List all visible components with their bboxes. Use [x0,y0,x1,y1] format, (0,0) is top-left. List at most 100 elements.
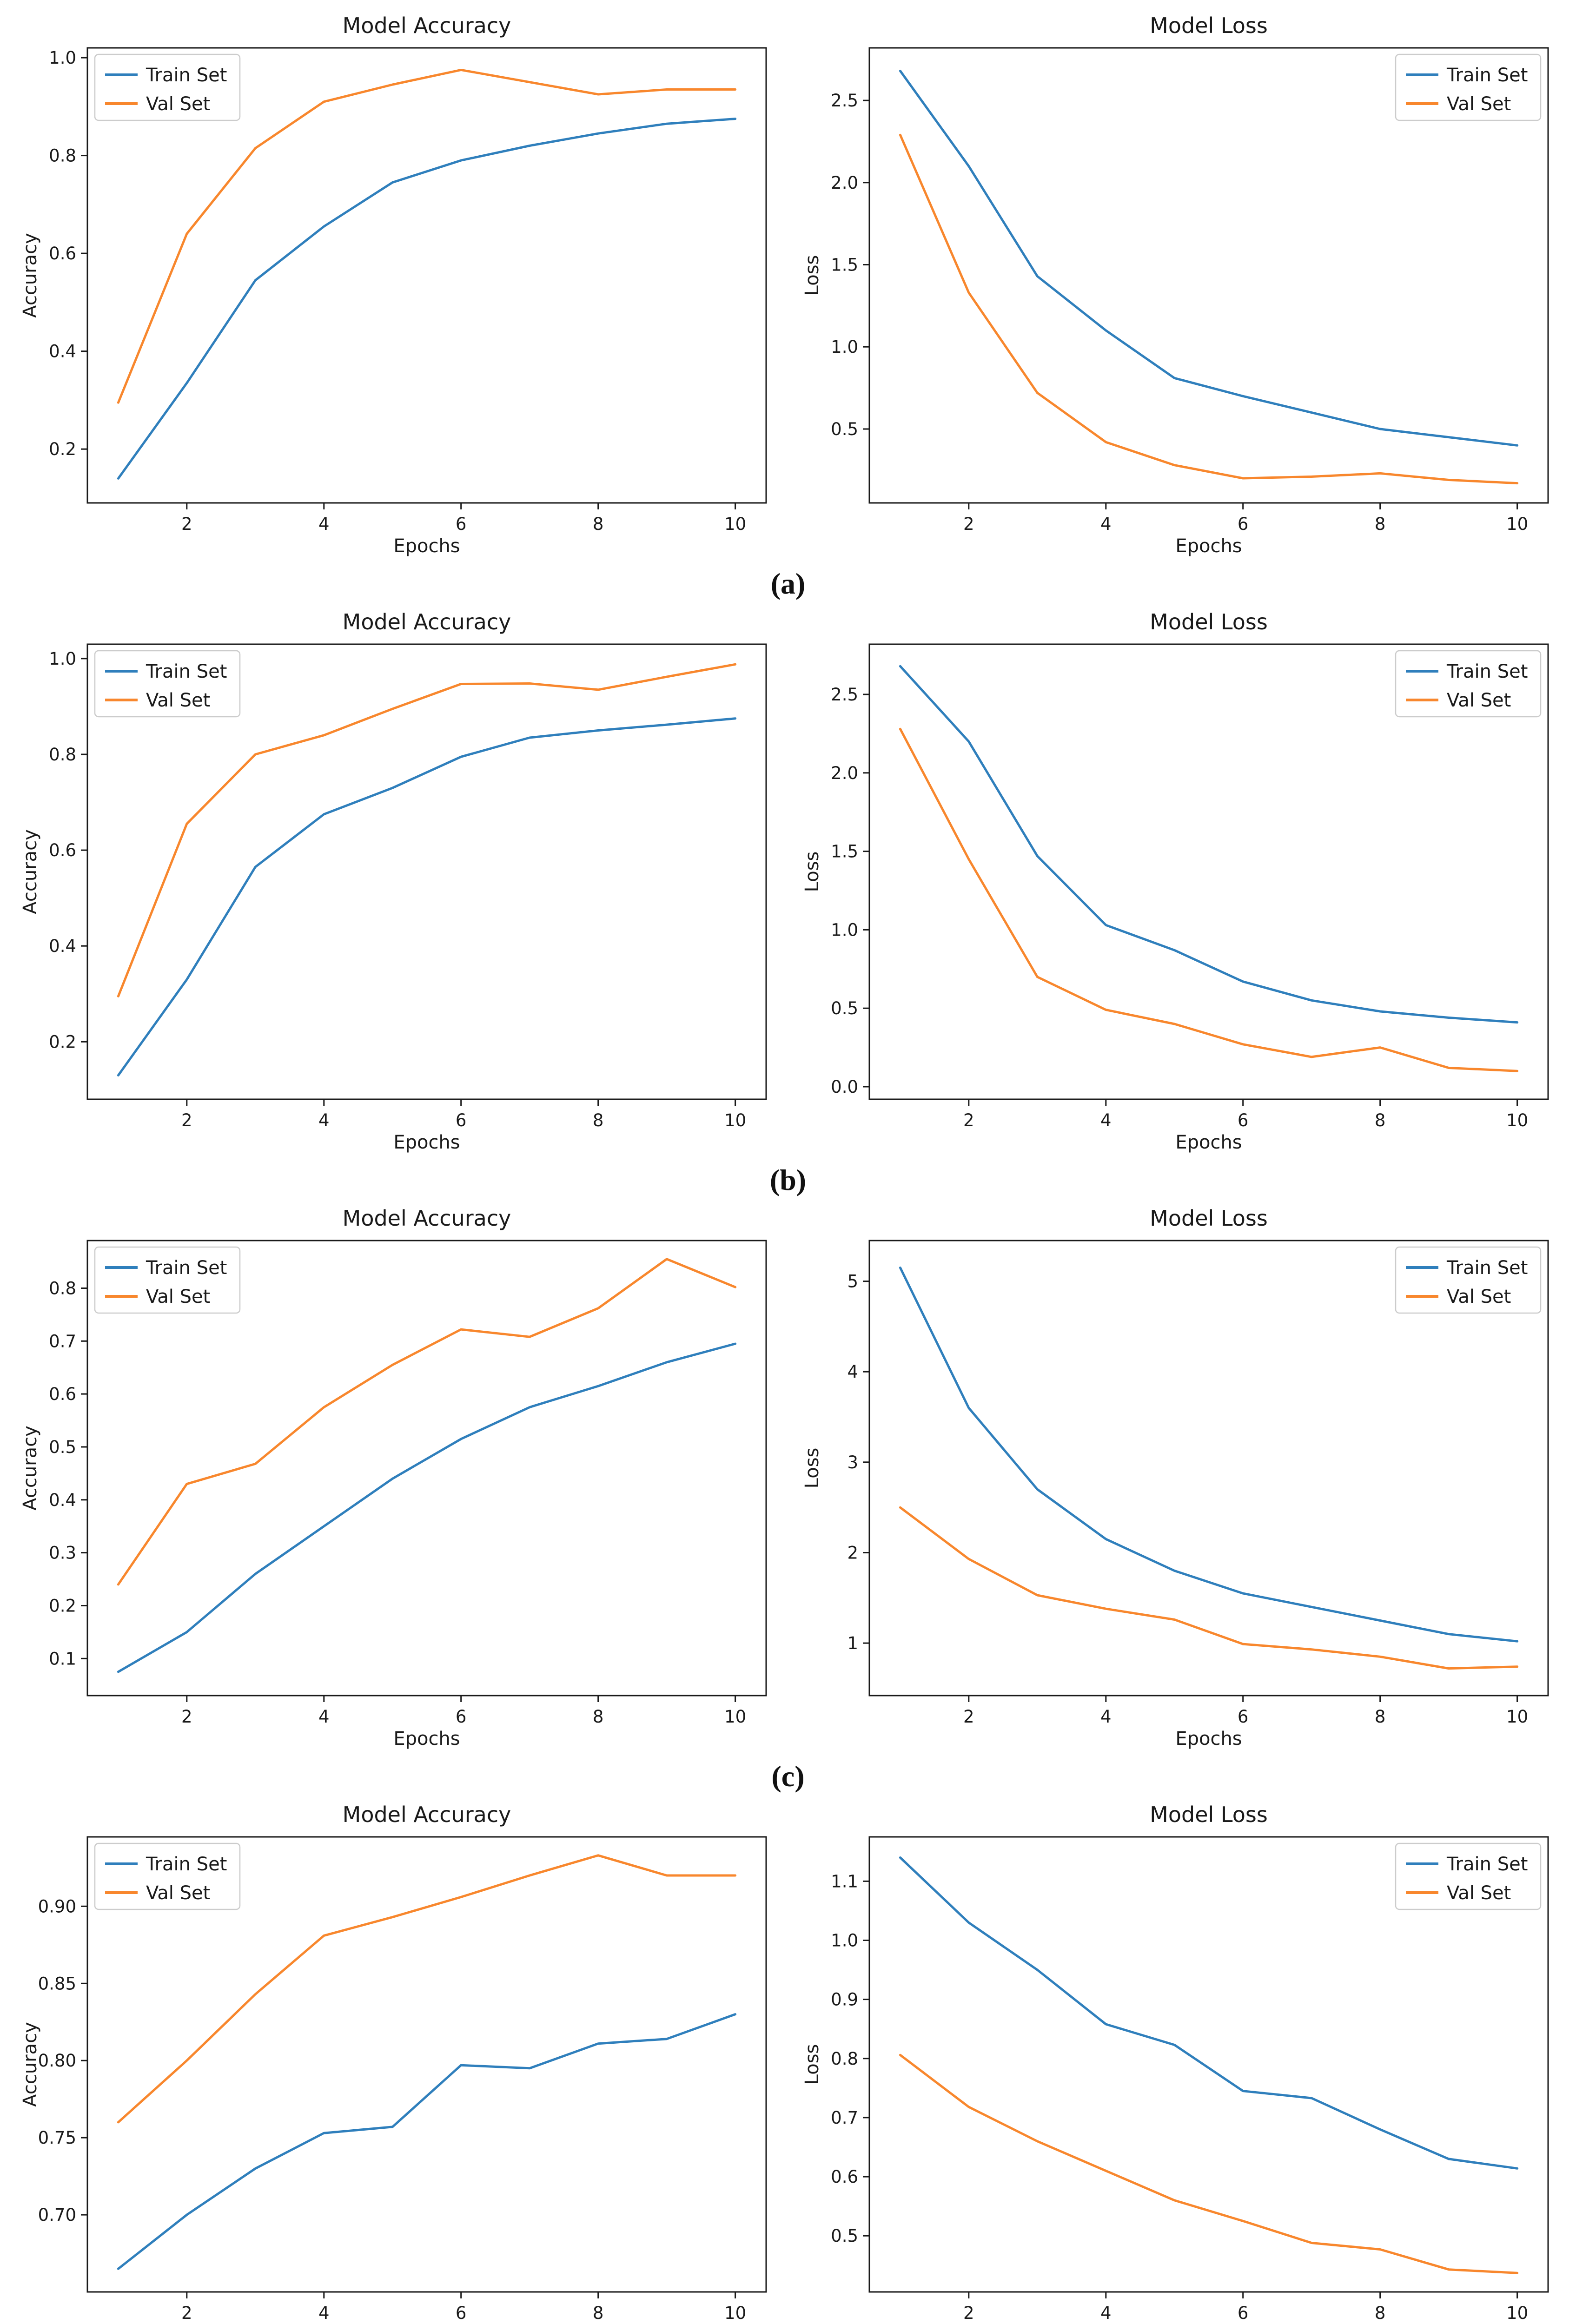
caption-b: (b) [769,1163,807,1196]
x-tick-label: 4 [318,1110,330,1130]
legend-label-val: Val Set [1447,1286,1511,1307]
x-tick-label: 6 [456,1110,467,1130]
y-tick-label: 1.5 [831,842,858,862]
series-line-val [117,1854,737,2124]
y-axis-label: Accuracy [20,233,41,318]
row-b: Model Accuracy 0.2 0.4 0.6 0.8 1.0 2 4 6 8 10 Epoch… [0,608,1576,1159]
legend-label-train: Train Set [146,65,227,86]
y-tick-label: 0.5 [49,1437,76,1457]
y-tick-label: 1.0 [49,649,76,669]
y-tick-label: 2.0 [831,763,858,783]
chart-svg-d-loss: Model Loss0.50.60.70.80.91.01.1246810Epo… [801,1802,1549,2323]
x-tick-label: 8 [1375,514,1386,534]
chart-title: Model Accuracy [343,609,511,634]
x-tick-label: 8 [593,2303,604,2323]
series-line-train [899,70,1519,447]
y-tick-label: 0.80 [38,2051,76,2071]
x-tick-label: 2 [963,1110,974,1130]
legend-label-train: Train Set [1446,1854,1528,1875]
y-tick-label: 3 [847,1452,858,1472]
caption-c: (c) [771,1760,805,1793]
plot-border [86,1240,767,1697]
y-tick-label: 1.1 [831,1871,858,1891]
legend: Train Set Val Set [94,1246,241,1314]
series-line-val [899,727,1519,1072]
y-tick-label: 5 [847,1272,858,1292]
series-line-train [899,1266,1519,1643]
y-tick-label: 0.4 [49,936,76,956]
y-tick-label: 1.5 [831,255,858,275]
legend-label-train: Train Set [1446,65,1528,86]
chart-title: Model Loss [1150,609,1268,634]
y-axis-label: Accuracy [20,1426,41,1511]
x-tick-label: 10 [724,1707,746,1727]
legend: Train Set Val Set [1395,650,1542,718]
series-line-train [117,118,737,480]
x-tick-label: 6 [1238,2303,1249,2323]
chart-b-model-loss: Model Loss 0.0 0.5 1.0 1.5 2.0 2.5 2 4 6 8 10 Epochs… [799,608,1561,1159]
x-tick-label: 8 [1375,1707,1386,1727]
y-tick-label: 0.8 [49,146,76,166]
x-axis-label: Epochs [393,535,460,557]
x-axis-label: Epochs [1175,1132,1242,1153]
chart-d-model-accuracy: Model Accuracy 0.70 0.75 0.80 0.85 0.90 2 4 6 8 10… [17,1801,779,2324]
legend-label-val: Val Set [1447,93,1511,115]
legend-label-train: Train Set [146,661,227,682]
y-tick-label: 0.75 [38,2128,76,2148]
legend: Train Set Val Set [94,1842,241,1910]
chart-d-model-loss: Model Loss0.50.60.70.80.91.01.1246810Epo… [799,1801,1561,2324]
series-line-val [117,68,737,404]
y-axis-label: Loss [801,852,823,892]
x-tick-label: 2 [181,514,192,534]
chart-svg-b-accuracy: Model Accuracy 0.2 0.4 0.6 0.8 1.0 2 4 6 8 10 Epoch… [20,609,767,1153]
y-tick-label: 2.5 [831,91,858,111]
chart-c-model-loss: Model Loss 1 2 3 4 5 2 4 6 8 10 Epochs Loss Train Set… [799,1204,1561,1755]
chart-a-model-accuracy: Model Accuracy 0.2 0.4 0.6 0.8 1.0 2 4 6 8 10 Epoch… [17,12,779,562]
y-axis-label: Loss [801,255,823,296]
y-tick-label: 1 [847,1633,858,1653]
x-tick-label: 4 [318,1707,330,1727]
y-tick-label: 0.85 [38,1974,76,1994]
series-line-val [899,133,1519,485]
chart-svg-a-accuracy: Model Accuracy 0.2 0.4 0.6 0.8 1.0 2 4 6 8 10 Epoch… [20,13,767,557]
legend-label-train: Train Set [1446,1257,1528,1279]
x-tick-label: 10 [724,1110,746,1130]
series-line-train [117,1342,737,1673]
y-tick-label: 0.8 [49,1279,76,1299]
caption-a: (a) [770,567,806,600]
y-tick-label: 0.4 [49,1490,76,1510]
legend: Train Set Val Set [1395,1842,1542,1910]
x-tick-label: 8 [1375,2303,1386,2323]
x-tick-label: 6 [456,1707,467,1727]
plot-border [868,1836,1549,2293]
chart-c-model-accuracy: Model Accuracy 0.1 0.2 0.3 0.4 0.5 0.6 0.7 0.8 2 4… [17,1204,779,1755]
y-tick-label: 0.2 [49,1032,76,1052]
y-tick-label: 2.5 [831,685,858,705]
legend: Train Set Val Set [94,650,241,718]
series-line-val [117,1258,737,1586]
legend-label-val: Val Set [1447,1882,1511,1904]
plot-border [86,1836,767,2293]
y-tick-label: 0.90 [38,1896,76,1916]
y-axis-label: Loss [801,2044,823,2085]
y-tick-label: 0.70 [38,2205,76,2225]
x-tick-label: 8 [593,1707,604,1727]
y-axis-label: Accuracy [20,829,41,914]
chart-svg-c-loss: Model Loss 1 2 3 4 5 2 4 6 8 10 Epochs Loss Train Set… [801,1206,1549,1750]
series-line-val [899,2053,1519,2274]
series-line-train [117,717,737,1076]
legend-label-train: Train Set [146,1854,227,1875]
y-axis-label: Loss [801,1448,823,1489]
chart-title: Model Accuracy [343,1206,511,1231]
y-axis-label: Accuracy [20,2022,41,2107]
plot-border [868,643,1549,1100]
series-line-val [899,1506,1519,1670]
y-tick-label: 0.4 [49,342,76,362]
row-d: Model Accuracy 0.70 0.75 0.80 0.85 0.90 2 4 6 8 10… [0,1801,1576,2324]
plot-border [86,643,767,1100]
x-tick-label: 4 [1100,1110,1112,1130]
y-tick-label: 2.0 [831,173,858,193]
y-tick-label: 0.7 [49,1331,76,1351]
chart-title: Model Accuracy [343,1802,511,1827]
y-tick-label: 0.5 [831,998,858,1018]
